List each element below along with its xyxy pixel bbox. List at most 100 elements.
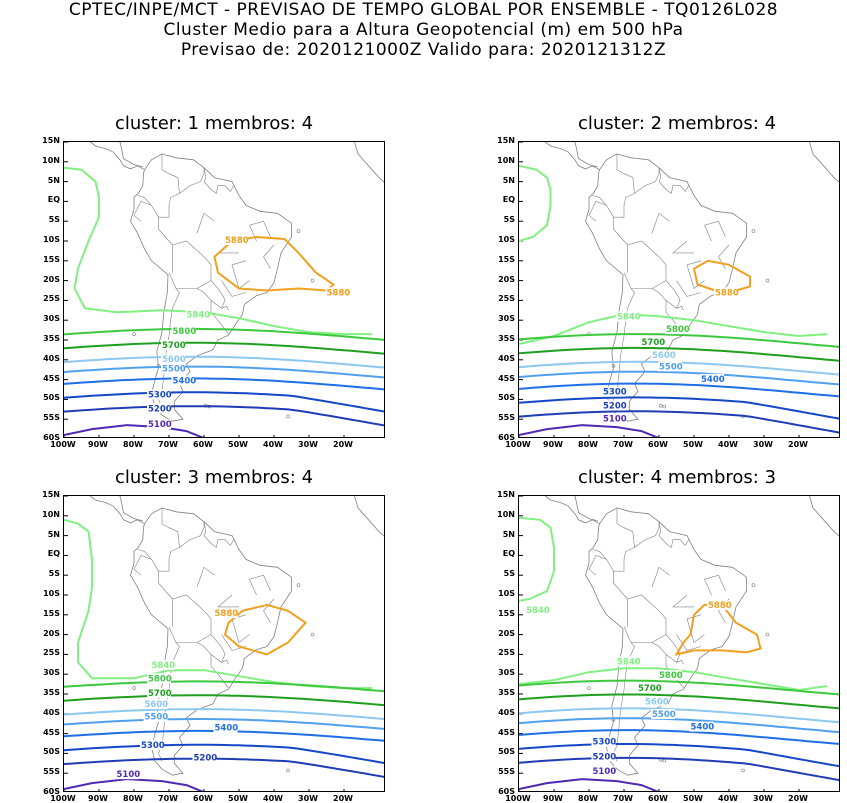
lon-tick-label: 50W — [228, 794, 248, 803]
country-border — [672, 240, 694, 254]
panel-title-1: cluster: 1 membros: 4 — [114, 113, 314, 134]
contour-label-bg — [171, 375, 196, 386]
country-border — [592, 195, 607, 206]
contour-label-5800: 5800 — [148, 674, 172, 684]
lat-tick-label: 40S — [43, 353, 60, 363]
country-border — [616, 153, 635, 194]
country-border — [651, 280, 681, 309]
contour-label-5200: 5200 — [194, 754, 218, 764]
contour-label-5100: 5100 — [603, 415, 627, 425]
contour-5800 — [519, 679, 839, 696]
lat-tick-label: 45S — [498, 727, 515, 737]
contour-label-5100: 5100 — [593, 767, 617, 777]
lon-tick-label: 80W — [578, 794, 598, 803]
lat-tick-label: 40S — [43, 707, 60, 717]
coastline — [90, 142, 145, 171]
contour-label-bg — [147, 687, 171, 698]
country-border — [217, 594, 239, 608]
panel-title-3: cluster: 3 membros: 4 — [114, 467, 314, 488]
lat-tick-label: 10S — [498, 589, 515, 598]
lat-tick-label: 15S — [43, 254, 60, 264]
lat-tick-label: 30S — [43, 314, 60, 324]
lat-tick-label: 5N — [502, 175, 515, 185]
contour-label-5500: 5500 — [162, 365, 186, 375]
contour-label-5100: 5100 — [148, 420, 172, 430]
contour-5200 — [64, 757, 384, 778]
lon-tick-label: 20W — [788, 794, 808, 803]
lon-tick-label: 90W — [88, 440, 108, 449]
contour-5840 — [519, 164, 552, 242]
contour-5700 — [519, 346, 839, 362]
contour-5300 — [64, 391, 384, 413]
contour-label-5880: 5880 — [215, 609, 239, 619]
country-border — [704, 220, 726, 242]
contour-label-5300: 5300 — [593, 738, 617, 748]
island — [765, 632, 770, 637]
island — [132, 686, 136, 690]
country-border — [676, 659, 684, 665]
country-border — [651, 212, 670, 234]
country-border — [161, 507, 180, 548]
contour-5600 — [519, 707, 839, 724]
country-border — [616, 507, 635, 548]
island — [587, 686, 591, 690]
contour-label-bg — [658, 670, 682, 681]
country-border — [172, 594, 212, 643]
map-panel-1: 5880 5880 5840 5800 5700 5600 5500 5400 5300 5200… — [63, 141, 385, 438]
lat-tick-label: 55S — [498, 413, 515, 423]
contour-label-5600: 5600 — [145, 700, 169, 710]
contour-label-bg — [651, 350, 675, 361]
contour-label-bg — [161, 363, 185, 374]
lon-tick-label: 60W — [648, 440, 668, 449]
coastline — [585, 507, 747, 776]
lat-tick-label: 20S — [498, 628, 515, 638]
lat-tick-label: 60S — [498, 433, 515, 442]
contour-label-5300: 5300 — [603, 388, 627, 398]
country-border — [161, 153, 180, 194]
country-border — [704, 574, 726, 596]
lon-tick-label: 100W — [50, 794, 76, 803]
contour-label-5300: 5300 — [148, 390, 172, 400]
contour-label-bg — [161, 339, 185, 350]
country-border — [718, 244, 730, 269]
contour-5500 — [64, 718, 384, 730]
contour-label-5500: 5500 — [145, 713, 169, 723]
lat-tick-label: 5S — [48, 569, 60, 579]
contour-5200 — [519, 756, 839, 782]
country-border — [592, 549, 607, 560]
contour-label-bg — [591, 736, 616, 747]
contour-label-bg — [115, 769, 140, 780]
coastline-africa — [809, 496, 839, 537]
lon-tick-label: 40W — [263, 440, 283, 449]
lon-tick-label: 30W — [298, 440, 318, 449]
contour-label-5600: 5600 — [645, 697, 669, 707]
contour-5300 — [519, 396, 839, 420]
lon-tick-label: 40W — [718, 794, 738, 803]
contour-label-5500: 5500 — [652, 710, 676, 720]
lon-tick-label: 30W — [753, 794, 773, 803]
contour-label-5880: 5880 — [225, 236, 249, 246]
coastline-africa — [354, 142, 384, 183]
island — [751, 229, 756, 233]
contour-label-bg — [689, 721, 714, 732]
country-border — [627, 594, 667, 643]
contour-label-bg — [147, 403, 171, 414]
lat-tick-label: 55S — [498, 767, 515, 777]
lat-tick-label: EQ — [47, 195, 60, 205]
contour-label-bg — [665, 324, 689, 335]
lat-tick-label: 55S — [43, 413, 60, 423]
contour-5840 — [64, 166, 372, 336]
lat-tick-label: 40S — [498, 707, 515, 717]
contour-5600 — [64, 355, 384, 369]
contour-label-bg — [150, 659, 175, 670]
contour-label-bg — [147, 389, 171, 400]
lat-tick-label: 35S — [43, 688, 60, 697]
island — [310, 632, 315, 637]
country-border — [231, 260, 250, 289]
map-svg: 5880588058405800570056005500540053005200… — [64, 142, 384, 437]
coastline — [118, 496, 143, 522]
lon-tick-label: 30W — [753, 440, 773, 449]
contour-label-bg — [192, 752, 217, 763]
country-border — [196, 212, 215, 234]
contour-5800 — [64, 327, 384, 341]
